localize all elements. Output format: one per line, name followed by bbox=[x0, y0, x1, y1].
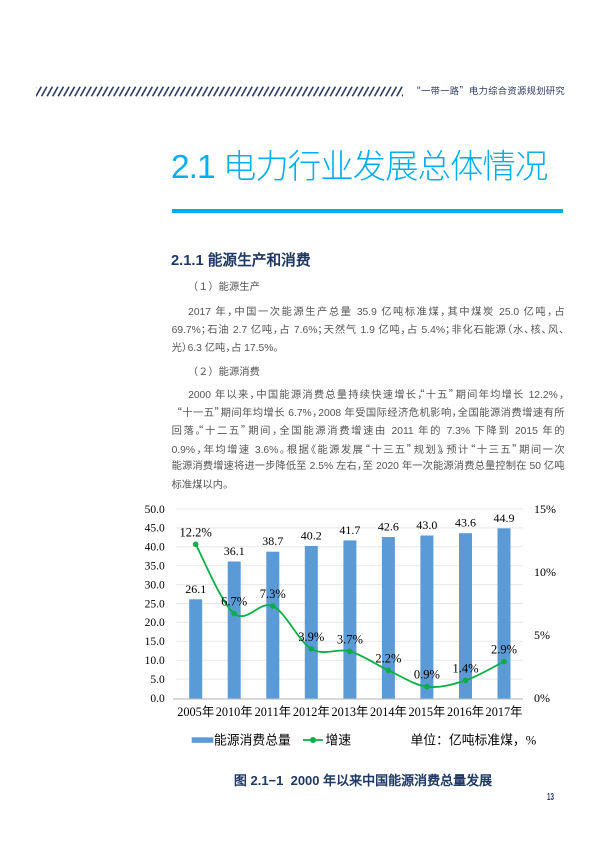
svg-text:2005年: 2005年 bbox=[177, 705, 214, 719]
svg-text:增速: 增速 bbox=[326, 734, 352, 748]
svg-text:35.0: 35.0 bbox=[145, 561, 165, 573]
svg-text:15.0: 15.0 bbox=[145, 636, 165, 648]
svg-text:41.7: 41.7 bbox=[339, 523, 360, 537]
svg-text:2015年: 2015年 bbox=[408, 705, 445, 719]
svg-text:0%: 0% bbox=[534, 691, 550, 705]
svg-text:10.0: 10.0 bbox=[145, 655, 165, 667]
svg-text:25.0: 25.0 bbox=[145, 598, 165, 610]
svg-text:能源消费总量: 能源消费总量 bbox=[214, 734, 291, 748]
svg-text:2.2%: 2.2% bbox=[375, 651, 401, 665]
svg-text:2011年: 2011年 bbox=[255, 705, 291, 719]
svg-text:26.1: 26.1 bbox=[185, 582, 206, 596]
svg-text:43.0: 43.0 bbox=[416, 518, 437, 532]
svg-text:0.9%: 0.9% bbox=[414, 668, 440, 682]
svg-text:36.1: 36.1 bbox=[224, 544, 245, 558]
svg-text:50.0: 50.0 bbox=[145, 504, 165, 516]
svg-text:12.2%: 12.2% bbox=[180, 525, 212, 539]
svg-text:2017年: 2017年 bbox=[486, 705, 523, 719]
svg-text:2016年: 2016年 bbox=[447, 705, 484, 719]
svg-text:2013年: 2013年 bbox=[331, 705, 368, 719]
svg-text:20.0: 20.0 bbox=[145, 617, 165, 629]
svg-text:30.0: 30.0 bbox=[145, 579, 165, 591]
svg-text:单位：亿吨标准煤，%: 单位：亿吨标准煤，% bbox=[411, 734, 537, 748]
svg-text:2014年: 2014年 bbox=[370, 705, 407, 719]
svg-text:38.7: 38.7 bbox=[262, 534, 283, 548]
svg-text:3.7%: 3.7% bbox=[337, 632, 363, 646]
svg-text:45.0: 45.0 bbox=[145, 523, 165, 535]
svg-text:6.7%: 6.7% bbox=[221, 595, 247, 609]
svg-text:1.4%: 1.4% bbox=[452, 661, 478, 675]
svg-text:15%: 15% bbox=[534, 502, 556, 516]
svg-text:10%: 10% bbox=[534, 565, 556, 579]
svg-text:5.0: 5.0 bbox=[150, 674, 165, 686]
svg-text:0.0: 0.0 bbox=[150, 693, 165, 705]
svg-text:7.3%: 7.3% bbox=[260, 587, 286, 601]
svg-text:2012年: 2012年 bbox=[293, 705, 330, 719]
svg-text:42.6: 42.6 bbox=[378, 520, 399, 534]
svg-text:5%: 5% bbox=[534, 628, 550, 642]
svg-text:43.6: 43.6 bbox=[455, 516, 476, 530]
svg-text:3.9%: 3.9% bbox=[298, 630, 324, 644]
svg-text:40.2: 40.2 bbox=[301, 529, 322, 543]
svg-text:2.9%: 2.9% bbox=[491, 643, 517, 657]
svg-text:40.0: 40.0 bbox=[145, 542, 165, 554]
svg-text:44.9: 44.9 bbox=[494, 511, 515, 525]
svg-text:2010年: 2010年 bbox=[216, 705, 253, 719]
